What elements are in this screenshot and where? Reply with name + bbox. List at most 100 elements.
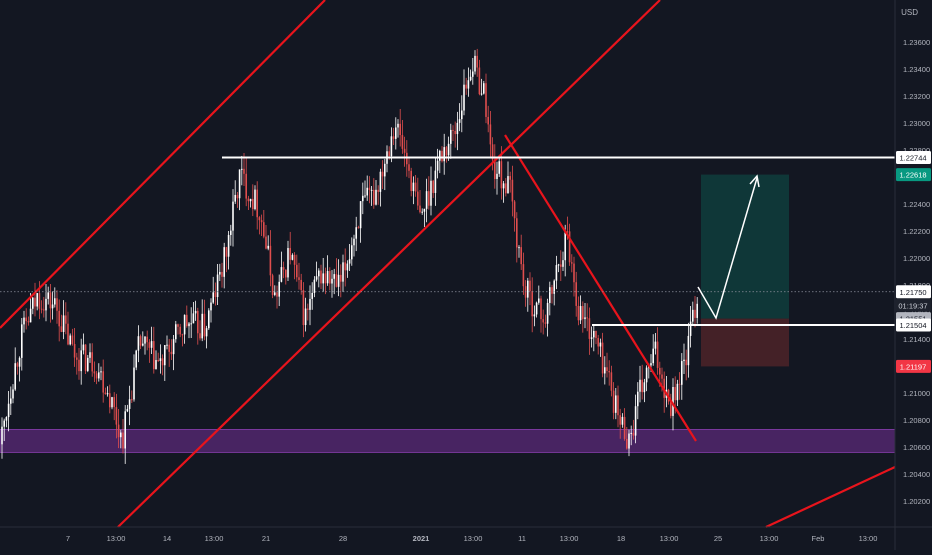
candle-body [252, 198, 254, 210]
candle-body [76, 357, 78, 360]
candle-body [172, 339, 175, 355]
candle-body [491, 144, 494, 160]
candle-body [313, 279, 316, 293]
candle-body [661, 374, 663, 379]
candle-body [560, 264, 562, 267]
candle-body [555, 265, 558, 281]
candle-body [322, 273, 324, 284]
candle-body [634, 406, 637, 436]
price-tag-label: 1.21750 [899, 288, 926, 297]
candle-body [478, 67, 481, 95]
candle-body [98, 372, 100, 379]
candle-body [113, 397, 115, 408]
x-tick-label: 14 [163, 534, 171, 543]
candle-body [340, 274, 342, 282]
candle-body [181, 334, 184, 336]
candle-body [599, 342, 602, 347]
candle-body [144, 336, 146, 344]
candle-body [654, 341, 657, 349]
candle-body [692, 309, 694, 322]
candle-body [318, 270, 320, 277]
candle-body [447, 143, 450, 156]
candle-body [641, 379, 643, 393]
candle-body [428, 191, 430, 206]
candle-body [331, 278, 333, 284]
candle-body [93, 371, 96, 374]
candle-body [390, 136, 393, 157]
candle-body [368, 187, 371, 191]
candle-body [153, 341, 155, 370]
y-tick-label: 1.22400 [903, 200, 930, 209]
candle-body [84, 344, 87, 371]
candle-body [1, 426, 3, 445]
candle-body [612, 390, 615, 413]
candle-body [362, 195, 364, 202]
candle-body [168, 344, 170, 352]
candle-body [522, 264, 525, 287]
candle-body [551, 287, 553, 294]
candle-body [16, 363, 19, 367]
candle-body [73, 344, 76, 358]
candle-body [249, 198, 252, 202]
x-tick-label: 2021 [413, 534, 430, 543]
candle-body [529, 280, 531, 292]
candle-body [434, 170, 437, 193]
candle-body [225, 247, 228, 257]
candle-body [643, 382, 646, 393]
candle-body [329, 271, 331, 284]
candle-body [205, 328, 208, 337]
candle-body [23, 317, 25, 325]
x-tick-label: 7 [66, 534, 70, 543]
candle-body [467, 80, 470, 89]
candle-body [469, 76, 472, 81]
candle-body [89, 352, 91, 358]
candle-body [199, 333, 201, 339]
candle-body [278, 281, 280, 297]
y-tick-label: 1.20800 [903, 416, 930, 425]
y-tick-label: 1.22200 [903, 227, 930, 236]
price-tag-box [896, 168, 931, 182]
candle-body [549, 287, 551, 303]
candle-body [62, 315, 65, 332]
candle-body [540, 298, 542, 320]
candle-body [289, 248, 291, 260]
candle-body [260, 220, 263, 223]
candle-body [214, 292, 217, 298]
candle-body [27, 321, 30, 323]
candle-body [219, 271, 221, 275]
candle-body [256, 189, 258, 218]
candle-body [25, 317, 27, 322]
candle-body [65, 315, 67, 324]
candle-body [32, 297, 34, 309]
candle-body [232, 201, 234, 231]
candle-body [694, 309, 696, 318]
price-tag-box [896, 359, 931, 373]
candle-body [520, 247, 522, 265]
candle-body [652, 348, 654, 364]
candle-body [210, 302, 212, 311]
candle-body [419, 205, 421, 213]
candle-body [516, 218, 518, 248]
candle-body [282, 267, 285, 270]
candle-body [619, 415, 621, 425]
candle-body [14, 363, 16, 390]
candle-body [359, 201, 362, 229]
x-tick-label: 13:00 [760, 534, 779, 543]
candle-body [326, 271, 329, 284]
candle-body [472, 71, 474, 77]
candle-body [571, 262, 573, 264]
x-tick-label: 13:00 [464, 534, 483, 543]
candle-body [21, 324, 23, 358]
candle-body [615, 395, 617, 413]
y-tick-label: 1.20600 [903, 443, 930, 452]
y-tick-label: 1.21000 [903, 389, 930, 398]
candle-body [142, 343, 144, 346]
candle-body [674, 387, 676, 401]
candle-body [150, 341, 153, 348]
candle-body [588, 318, 591, 339]
candle-body [109, 393, 111, 408]
candle-body [582, 306, 584, 320]
candle-body [628, 433, 630, 449]
